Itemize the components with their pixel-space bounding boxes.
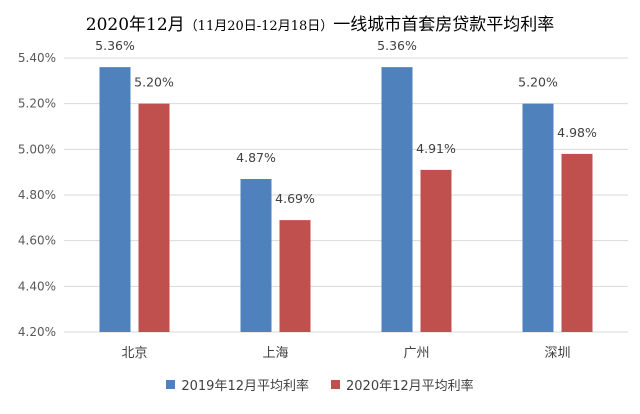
legend-item-2020: 2020年12月平均利率 (331, 375, 474, 394)
bar (138, 103, 170, 333)
legend: 2019年12月平均利率 2020年12月平均利率 (0, 375, 640, 394)
y-tick-label: 5.20% (18, 97, 56, 111)
y-tick-label: 4.20% (18, 325, 56, 339)
bar (420, 169, 452, 332)
title-main: 2020年12月 (85, 15, 185, 35)
data-label: 5.36% (377, 38, 417, 53)
data-label: 5.20% (134, 75, 174, 90)
data-label: 5.20% (518, 75, 558, 90)
data-label: 5.36% (95, 38, 135, 53)
legend-label-2019: 2019年12月平均利率 (181, 379, 309, 394)
legend-label-2020: 2020年12月平均利率 (346, 379, 474, 394)
chart-title: 2020年12月（11月20日-12月18日）一线城市首套房贷款平均利率 (0, 10, 640, 35)
bar (381, 67, 413, 332)
title-range: （11月20日-12月18日） (184, 19, 334, 34)
legend-swatch-2019 (166, 380, 176, 389)
category-label: 上海 (262, 346, 288, 361)
y-tick-label: 5.40% (18, 51, 56, 65)
y-tick-label: 5.00% (18, 142, 56, 156)
category-label: 北京 (121, 346, 147, 361)
legend-swatch-2020 (331, 380, 340, 389)
title-rest: 一线城市首套房贷款平均利率 (333, 15, 555, 35)
bar (279, 220, 311, 332)
bar (522, 103, 554, 333)
y-tick-label: 4.80% (18, 188, 56, 202)
data-label: 4.69% (275, 191, 315, 206)
data-label: 4.91% (416, 141, 456, 156)
bar (240, 179, 272, 332)
data-label: 4.87% (236, 150, 276, 165)
data-label: 4.98% (557, 125, 597, 140)
category-label: 广州 (403, 346, 429, 361)
bar (561, 153, 593, 332)
y-tick-label: 4.40% (18, 279, 56, 293)
bar (99, 67, 131, 332)
legend-item-2019: 2019年12月平均利率 (166, 375, 309, 394)
y-tick-label: 4.60% (18, 234, 56, 248)
category-label: 深圳 (544, 346, 570, 361)
